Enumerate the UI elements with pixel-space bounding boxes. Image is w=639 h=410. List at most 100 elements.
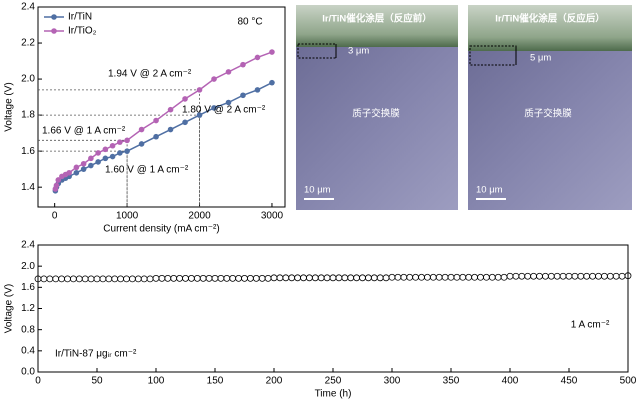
data-point	[518, 272, 526, 280]
data-point	[225, 99, 232, 106]
data-point	[205, 274, 213, 282]
data-point	[240, 61, 246, 68]
data-point	[305, 274, 313, 282]
data-point	[612, 272, 620, 280]
data-point	[53, 182, 60, 189]
data-point	[111, 275, 119, 283]
data-point	[158, 274, 166, 282]
x-tick-label: 450	[561, 376, 578, 387]
data-point	[353, 274, 361, 282]
annotation: 1.94 V @ 2 A cm⁻²	[108, 69, 192, 80]
data-point	[109, 142, 116, 149]
y-tick-label: 0.0	[21, 367, 35, 378]
data-point	[211, 76, 217, 82]
data-point	[388, 273, 396, 281]
data-point	[282, 274, 290, 282]
plot-frame	[37, 6, 286, 208]
y-tick-label: 0.8	[21, 324, 35, 335]
data-point	[559, 272, 567, 280]
data-point	[418, 273, 425, 281]
data-point	[223, 274, 231, 282]
annotation: 1.66 V @ 1 A cm⁻²	[42, 126, 126, 137]
sem-image-1: Ir/TiN催化涂层（反应前） 3 μm 质子交换膜 10 μm	[296, 5, 458, 210]
data-point	[55, 177, 62, 183]
data-point	[264, 274, 272, 282]
data-point	[134, 275, 142, 283]
data-point	[109, 153, 116, 160]
data-point	[128, 275, 136, 283]
data-point	[164, 274, 172, 282]
data-point	[254, 87, 261, 93]
data-point	[196, 87, 203, 93]
y-axis-label: Voltage (V)	[4, 284, 15, 333]
data-point	[376, 274, 384, 282]
data-point	[187, 274, 195, 282]
data-point	[117, 139, 123, 145]
data-point	[95, 159, 101, 165]
data-point	[406, 273, 414, 281]
x-tick-label: 3000	[261, 211, 284, 222]
data-point	[140, 275, 148, 283]
data-point	[618, 272, 626, 280]
x-tick-label: 0	[52, 211, 58, 222]
data-point	[102, 146, 109, 153]
data-point	[81, 275, 89, 283]
data-point	[589, 272, 596, 280]
data-point	[152, 274, 160, 282]
data-point	[500, 273, 508, 281]
y-tick-label: 2.4	[21, 2, 35, 13]
data-point	[123, 275, 130, 283]
data-point	[93, 275, 101, 283]
legend-label: Ir/TiN	[68, 12, 92, 23]
data-point	[335, 274, 343, 282]
data-point	[536, 272, 543, 280]
data-point	[294, 274, 302, 282]
data-point	[269, 79, 275, 86]
data-point	[583, 272, 591, 280]
data-point	[138, 141, 145, 147]
annotation: 1.80 V @ 2 A cm⁻²	[182, 105, 266, 116]
data-point	[64, 275, 71, 283]
data-point	[270, 274, 278, 282]
data-point	[459, 273, 467, 281]
x-tick-label: 400	[502, 376, 519, 387]
data-point	[80, 166, 87, 172]
x-tick-label: 0	[35, 376, 41, 387]
data-point	[542, 272, 549, 280]
data-point	[364, 274, 372, 282]
y-tick-label: 1.8	[21, 110, 35, 121]
data-point	[394, 273, 402, 281]
data-point	[423, 273, 431, 281]
data-point	[211, 274, 219, 282]
data-point	[193, 274, 201, 282]
data-point	[601, 272, 608, 280]
x-tick-label: 100	[148, 376, 165, 387]
annotation: 80 °C	[237, 17, 262, 28]
y-tick-label: 1.4	[21, 182, 35, 193]
data-point	[99, 275, 107, 283]
data-point	[102, 155, 109, 162]
data-point	[488, 273, 496, 281]
data-point	[606, 272, 614, 280]
data-point	[229, 274, 237, 282]
data-point	[577, 272, 585, 280]
y-tick-label: 2.2	[21, 38, 35, 49]
annotation: 1 A cm⁻²	[571, 320, 610, 331]
data-point	[254, 54, 261, 61]
y-tick-label: 1.6	[21, 282, 35, 293]
data-point	[471, 273, 479, 281]
data-point	[117, 275, 124, 283]
data-point	[571, 272, 579, 280]
data-point	[153, 133, 159, 140]
data-point	[512, 272, 520, 280]
data-point	[95, 150, 101, 156]
data-point	[477, 273, 484, 281]
x-axis-label: Current density (mA cm⁻²)	[103, 224, 219, 235]
data-point	[252, 274, 260, 282]
legend-marker	[51, 14, 57, 20]
data-point	[88, 155, 94, 162]
data-point	[595, 272, 602, 280]
data-point	[124, 148, 130, 154]
data-point	[182, 274, 189, 282]
data-point	[429, 273, 437, 281]
